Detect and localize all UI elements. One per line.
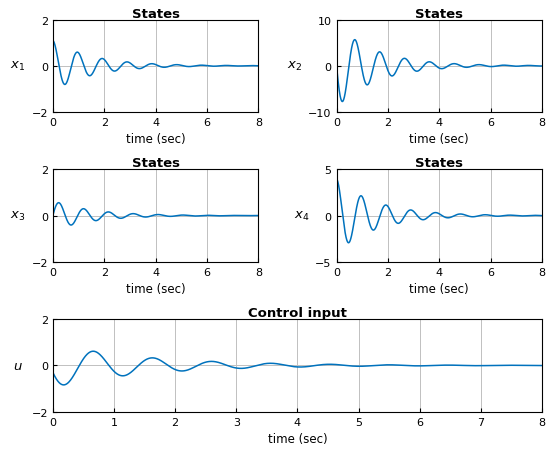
X-axis label: time (sec): time (sec) [410,283,469,296]
Title: States: States [132,7,180,20]
Title: States: States [415,7,463,20]
X-axis label: time (sec): time (sec) [410,133,469,146]
Y-axis label: $u$: $u$ [13,359,22,372]
X-axis label: time (sec): time (sec) [126,283,185,296]
Y-axis label: $x_1$: $x_1$ [10,60,25,73]
X-axis label: time (sec): time (sec) [126,133,185,146]
X-axis label: time (sec): time (sec) [267,432,327,445]
Y-axis label: $x_3$: $x_3$ [10,210,25,222]
Y-axis label: $x_4$: $x_4$ [294,210,309,222]
Title: States: States [132,157,180,170]
Title: Control input: Control input [248,307,347,319]
Y-axis label: $x_2$: $x_2$ [287,60,302,73]
Title: States: States [415,157,463,170]
